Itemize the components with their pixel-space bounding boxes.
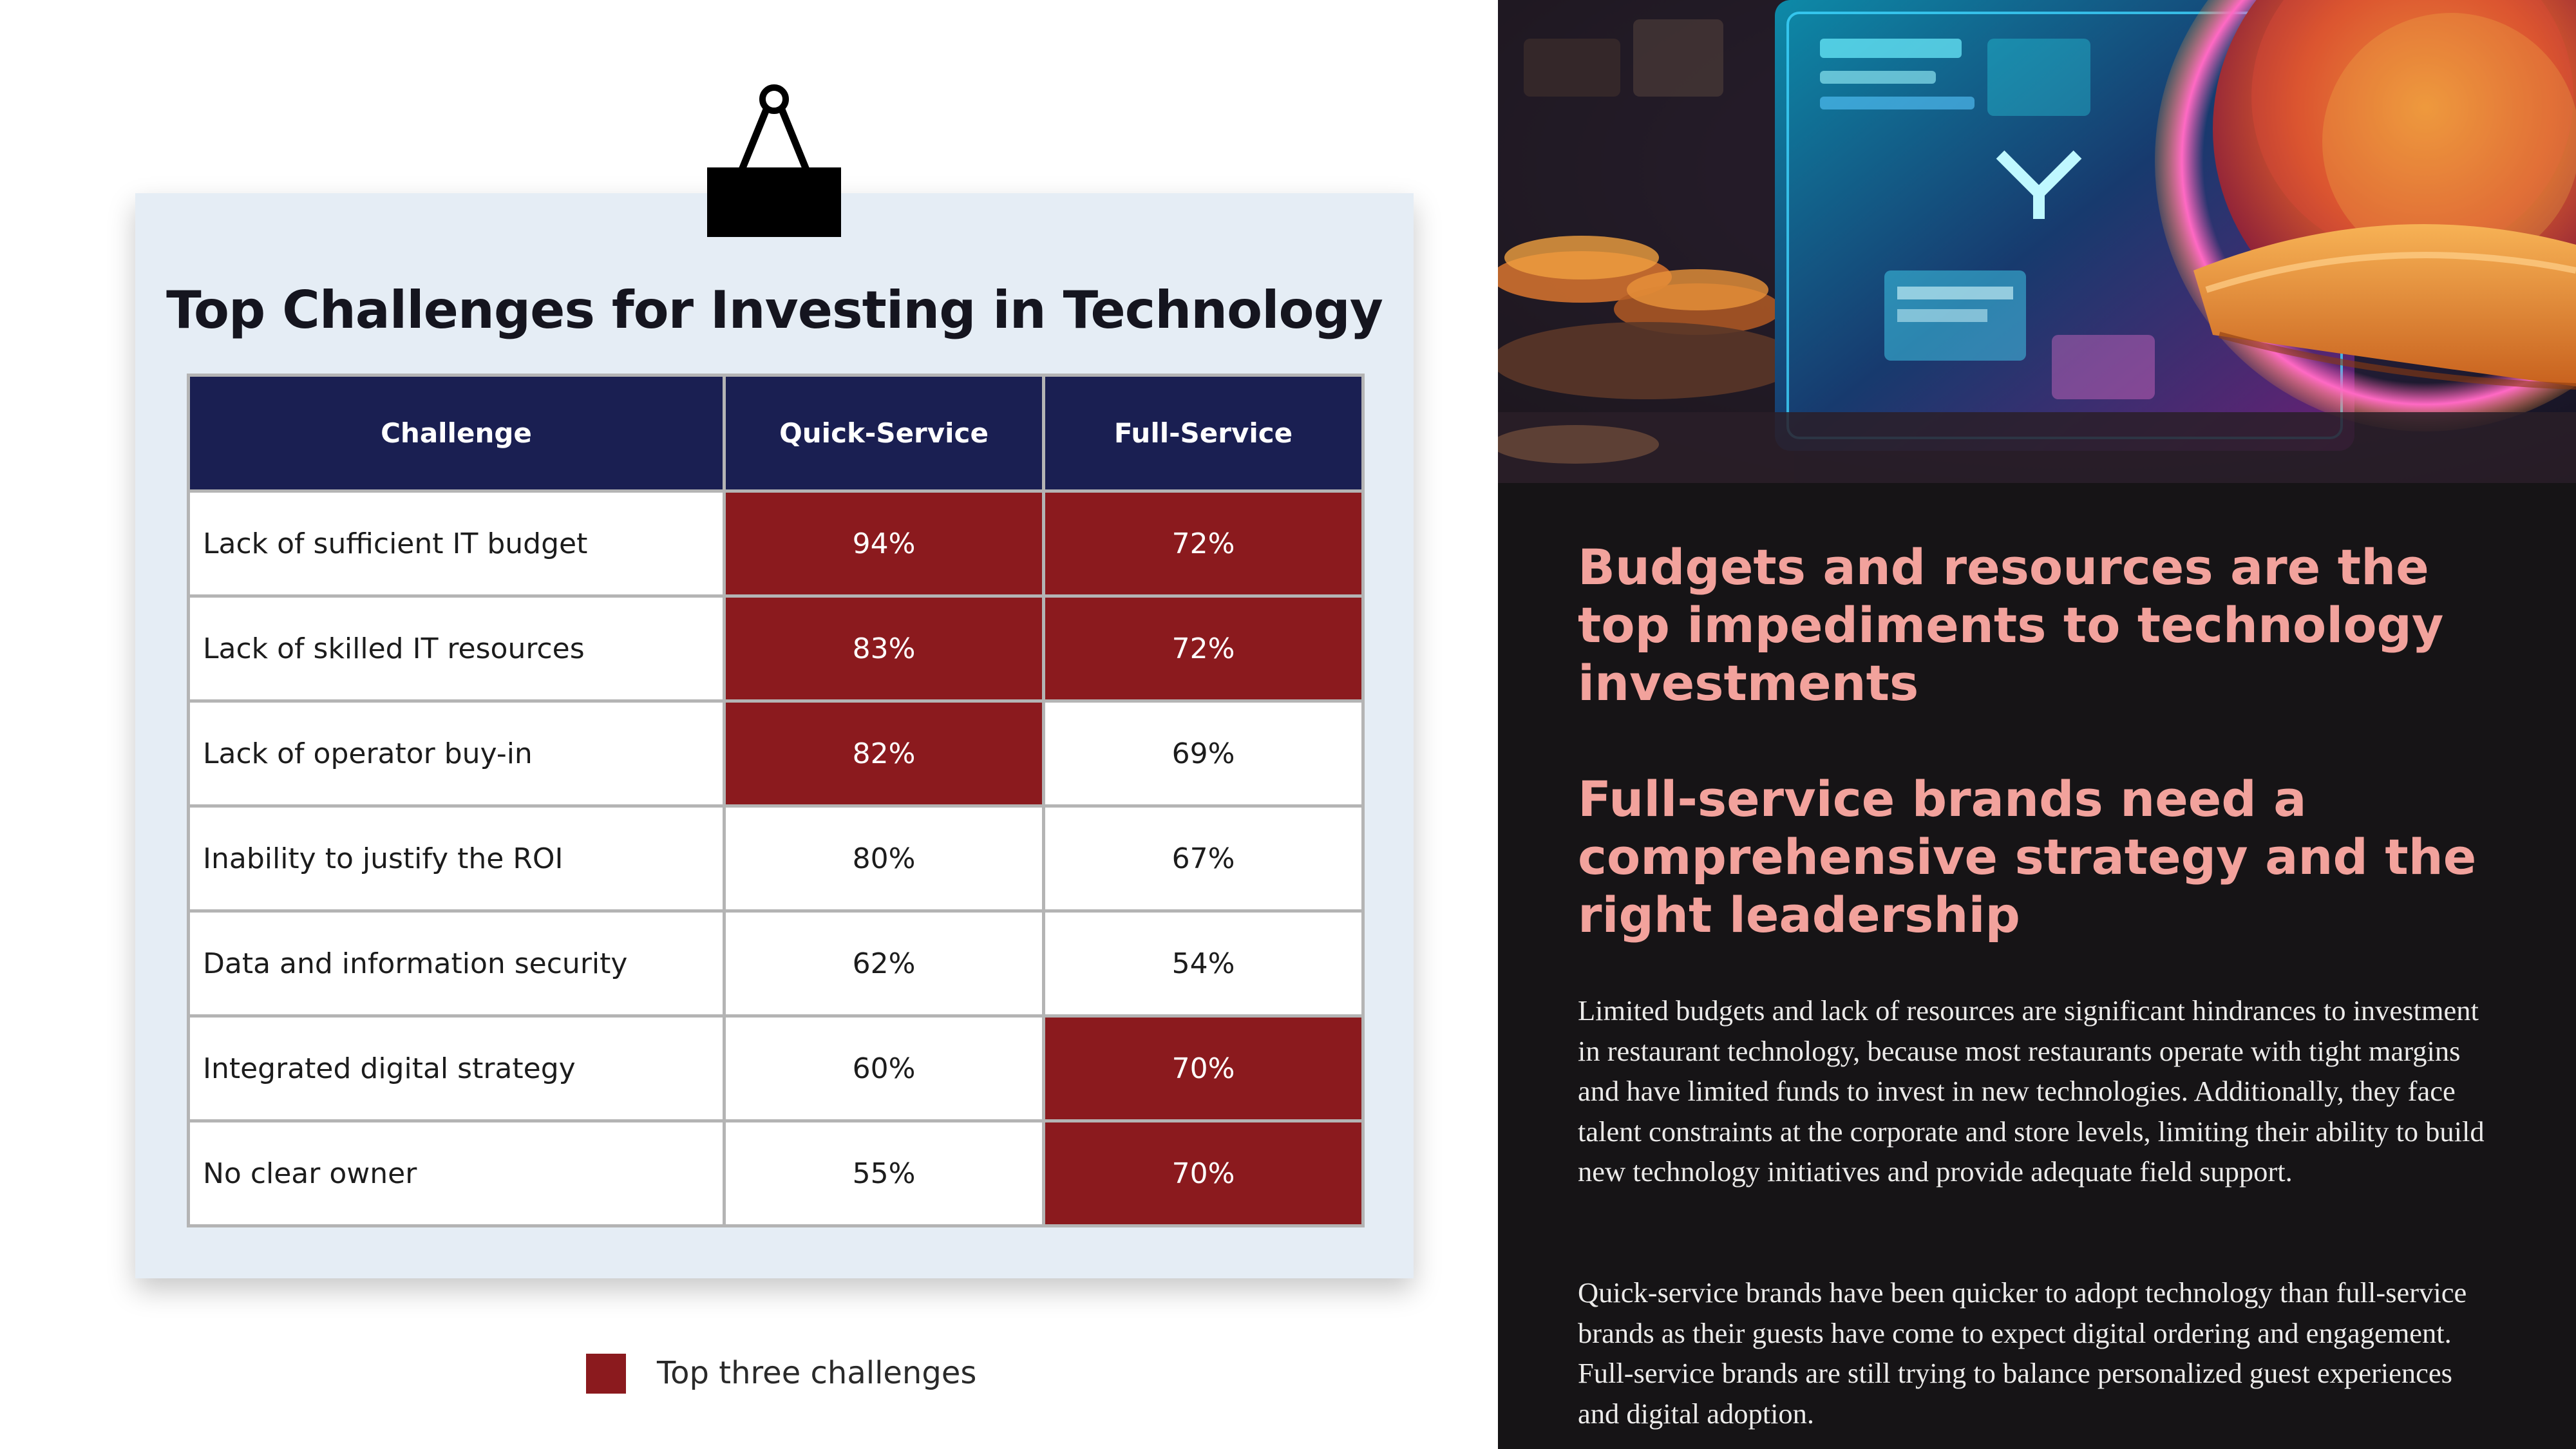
quick-service-cell: 82% [723,699,1045,808]
header-full-service: Full-Service [1042,374,1365,493]
quick-service-cell: 83% [723,594,1045,703]
challenge-cell: Inability to justify the ROI [187,804,726,913]
challenge-cell: Lack of operator buy-in [187,699,726,808]
legend-label: Top three challenges [657,1355,977,1391]
header-challenge: Challenge [187,374,726,493]
challenge-cell: Data and information security [187,909,726,1018]
legend-swatch [586,1354,626,1394]
table-row: Inability to justify the ROI 80% 67% [187,804,1365,913]
quick-service-cell: 80% [723,804,1045,913]
card-title: Top Challenges for Investing in Technolo… [166,280,1383,340]
quick-service-cell: 62% [723,909,1045,1018]
quick-service-cell: 60% [723,1014,1045,1122]
right-paragraph-1: Limited budgets and lack of resources ar… [1578,994,2485,1188]
right-paragraph-2: Quick-service brands have been quicker t… [1578,1276,2467,1430]
challenge-cell: No clear owner [187,1119,726,1227]
left-panel: Top Challenges for Investing in Technolo… [135,82,1414,1394]
challenges-table: Challenge Quick-Service Full-Service Lac… [187,374,1365,1227]
table-row: Lack of skilled IT resources 83% 72% [187,594,1365,703]
challenge-cell: Lack of skilled IT resources [187,594,726,703]
challenge-cell: Integrated digital strategy [187,1014,726,1122]
full-service-cell: 54% [1042,909,1365,1018]
table-header-row: Challenge Quick-Service Full-Service [187,374,1365,493]
full-service-cell: 70% [1042,1014,1365,1122]
full-service-cell: 69% [1042,699,1365,808]
table-card: Top Challenges for Investing in Technolo… [135,193,1414,1278]
quick-service-cell: 55% [723,1119,1045,1227]
full-service-cell: 72% [1042,489,1365,598]
right-heading-2: Full-service brands need a comprehensive… [1578,770,2477,943]
table-row: Lack of operator buy-in 82% 69% [187,699,1365,808]
full-service-cell: 72% [1042,594,1365,703]
quick-service-cell: 94% [723,489,1045,598]
restaurant-technology-illustration [1498,0,2576,483]
table-row: Lack of sufficient IT budget 94% 72% [187,489,1365,598]
binder-clip-icon [707,82,841,237]
right-panel: Budgets and resources are the top impedi… [1498,0,2576,1449]
right-heading-1: Budgets and resources are the top impedi… [1578,538,2444,712]
full-service-cell: 67% [1042,804,1365,913]
table-row: Data and information security 62% 54% [187,909,1365,1018]
full-service-cell: 70% [1042,1119,1365,1227]
challenge-cell: Lack of sufficient IT budget [187,489,726,598]
header-quick-service: Quick-Service [723,374,1045,493]
table-row: No clear owner 55% 70% [187,1119,1365,1227]
table-row: Integrated digital strategy 60% 70% [187,1014,1365,1122]
